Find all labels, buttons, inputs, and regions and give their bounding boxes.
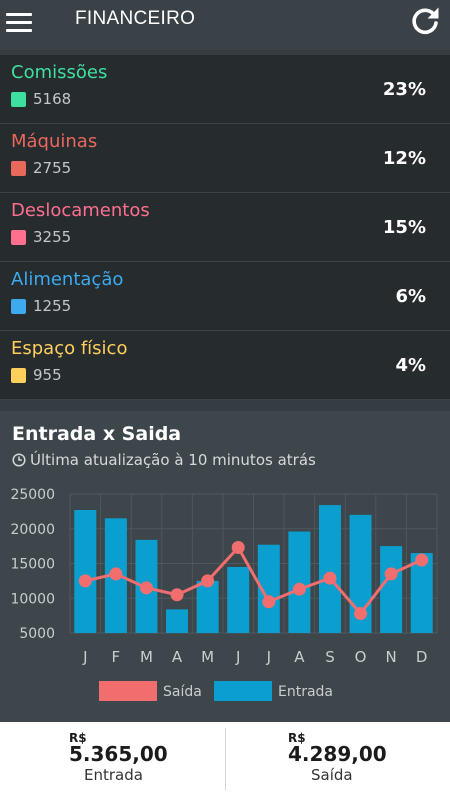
chart-card-title: Entrada x Saida xyxy=(12,423,182,445)
category-percent: 12% xyxy=(382,148,426,169)
category-swatch xyxy=(11,368,26,383)
category-swatch xyxy=(11,230,26,245)
refresh-icon[interactable] xyxy=(408,4,442,38)
category-swatch xyxy=(11,161,26,176)
x-tick-label: A xyxy=(172,648,183,666)
category-name: Máquinas xyxy=(11,131,98,152)
point-saida xyxy=(170,588,184,602)
list-item[interactable]: Alimentação 1255 6% xyxy=(0,262,450,331)
category-list: Comissões 5168 23% Máquinas 2755 12% Deslocame… xyxy=(0,55,450,400)
point-saida xyxy=(139,581,153,595)
bar-entrada xyxy=(349,514,372,633)
entrada-amount: 5.365,00 xyxy=(69,742,168,766)
point-saida xyxy=(109,567,123,581)
bar-entrada xyxy=(166,609,189,633)
x-tick-label: J xyxy=(235,648,240,666)
x-tick-label: F xyxy=(112,648,121,666)
bar-entrada xyxy=(318,505,341,633)
legend-swatch-saida xyxy=(99,681,157,701)
y-tick-label: 10000 xyxy=(10,591,55,607)
category-value: 955 xyxy=(33,366,62,384)
bar-entrada xyxy=(380,546,403,633)
x-tick-label: J xyxy=(82,648,87,666)
last-update-text: Última atualização à 10 minutos atrás xyxy=(12,451,316,469)
list-item[interactable]: Deslocamentos 3255 15% xyxy=(0,193,450,262)
point-saida xyxy=(384,567,398,581)
category-percent: 23% xyxy=(382,79,426,100)
last-update-label: Última atualização à 10 minutos atrás xyxy=(30,451,316,469)
point-saida xyxy=(323,571,337,585)
y-tick-label: 15000 xyxy=(10,557,55,573)
point-saida xyxy=(415,553,429,567)
bar-entrada xyxy=(288,531,311,633)
list-item[interactable]: Comissões 5168 23% xyxy=(0,55,450,124)
list-item[interactable]: Espaço físico 955 4% xyxy=(0,331,450,400)
point-saida xyxy=(262,595,276,609)
footer-divider xyxy=(225,728,226,790)
point-saida xyxy=(231,541,245,555)
point-saida xyxy=(78,574,92,588)
category-percent: 4% xyxy=(395,355,426,376)
entrada-total: R$ 5.365,00 Entrada xyxy=(0,722,225,800)
category-name: Deslocamentos xyxy=(11,200,150,221)
category-value: 3255 xyxy=(33,228,72,246)
category-percent: 6% xyxy=(395,286,426,307)
x-tick-label: O xyxy=(355,648,367,666)
totals-footer: R$ 5.365,00 Entrada R$ 4.289,00 Saída xyxy=(0,722,450,800)
y-tick-label: 5000 xyxy=(19,626,55,642)
saida-currency: R$ xyxy=(288,731,306,745)
category-name: Comissões xyxy=(11,62,108,83)
saida-amount: 4.289,00 xyxy=(288,742,387,766)
x-tick-label: S xyxy=(325,648,335,666)
x-tick-label: N xyxy=(386,648,397,666)
x-tick-label: A xyxy=(294,648,305,666)
y-tick-label: 20000 xyxy=(10,522,55,538)
category-swatch xyxy=(11,299,26,314)
point-saida xyxy=(201,574,215,588)
saida-label: Saída xyxy=(311,766,353,784)
bar-entrada xyxy=(196,580,219,633)
legend-swatch-entrada xyxy=(214,681,272,701)
legend-label-saida: Saída xyxy=(163,684,202,700)
y-tick-label: 25000 xyxy=(10,487,55,503)
category-value: 1255 xyxy=(33,297,72,315)
x-tick-label: D xyxy=(416,648,428,666)
list-item[interactable]: Máquinas 2755 12% xyxy=(0,124,450,193)
category-percent: 15% xyxy=(382,217,426,238)
point-saida xyxy=(292,582,306,596)
bar-entrada xyxy=(410,553,433,633)
category-name: Espaço físico xyxy=(11,338,128,359)
page-title: FINANCEIRO xyxy=(75,8,196,29)
saida-total: R$ 4.289,00 Saída xyxy=(225,722,450,800)
bar-entrada xyxy=(257,544,280,633)
x-tick-label: J xyxy=(266,648,271,666)
category-value: 5168 xyxy=(33,90,72,108)
legend-label-entrada: Entrada xyxy=(278,684,333,700)
x-tick-label: M xyxy=(201,648,214,666)
entrada-currency: R$ xyxy=(69,731,87,745)
hamburger-menu-icon[interactable] xyxy=(6,10,36,34)
clock-icon xyxy=(12,453,26,467)
entrada-label: Entrada xyxy=(84,766,143,784)
x-tick-label: M xyxy=(140,648,153,666)
app-bar: FINANCEIRO xyxy=(0,0,450,50)
category-name: Alimentação xyxy=(11,269,124,290)
category-swatch xyxy=(11,92,26,107)
chart-card: Entrada x Saida Última atualização à 10 … xyxy=(0,411,450,722)
point-saida xyxy=(354,607,368,621)
category-value: 2755 xyxy=(33,159,72,177)
bar-entrada xyxy=(74,509,97,633)
bar-entrada xyxy=(227,566,250,633)
